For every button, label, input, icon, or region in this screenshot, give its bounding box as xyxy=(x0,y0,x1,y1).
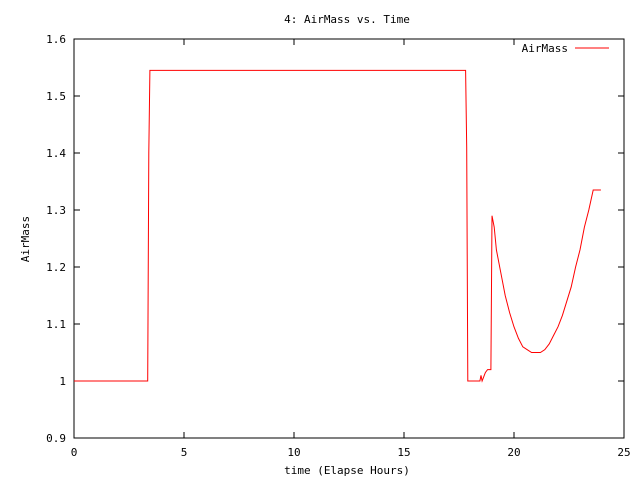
series-layer xyxy=(74,69,601,383)
y-tick-label: 1.6 xyxy=(46,33,66,46)
y-tick-label: 1 xyxy=(59,375,66,388)
legend: AirMass xyxy=(522,42,609,55)
y-tick-label: 1.5 xyxy=(46,90,66,103)
x-tick-label: 20 xyxy=(507,446,520,459)
axis-ticks: 0 5 10 15 20 25 0.9 1 1.1 1.2 1.3 1.4 1.5 1.6 xyxy=(46,33,631,459)
plot-frame xyxy=(73,38,625,439)
chart-title: 4: AirMass vs. Time xyxy=(284,13,410,26)
x-tick-label: 15 xyxy=(397,446,410,459)
x-tick-label: 5 xyxy=(181,446,188,459)
y-axis-label: AirMass xyxy=(19,216,32,262)
x-axis-label: time (Elapse Hours) xyxy=(284,464,410,477)
x-tick-label: 10 xyxy=(287,446,300,459)
legend-label: AirMass xyxy=(522,42,568,55)
y-tick-label: 1.2 xyxy=(46,261,66,274)
series-line-airmass xyxy=(74,69,601,383)
plot-border xyxy=(73,38,625,439)
y-tick-label: 1.4 xyxy=(46,147,66,160)
x-tick-label: 25 xyxy=(617,446,630,459)
y-tick-label: 0.9 xyxy=(46,432,66,445)
x-tick-label: 0 xyxy=(71,446,78,459)
y-tick-label: 1.1 xyxy=(46,318,66,331)
y-tick-label: 1.3 xyxy=(46,204,66,217)
